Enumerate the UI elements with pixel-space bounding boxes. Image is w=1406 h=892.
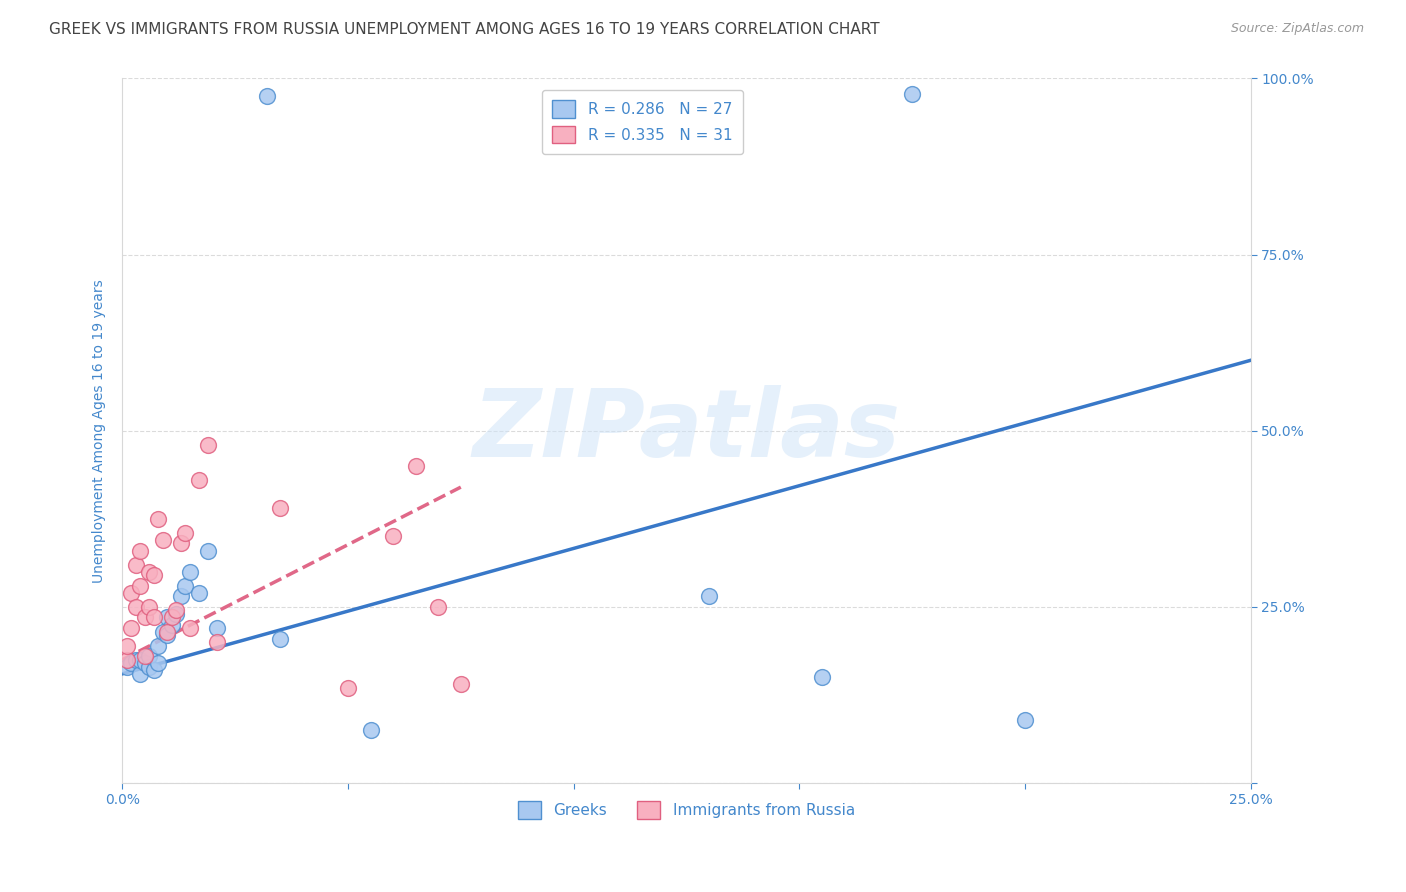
Point xyxy=(160,617,183,632)
Point xyxy=(129,543,152,558)
Point xyxy=(138,565,160,579)
Point xyxy=(174,579,197,593)
Point xyxy=(156,610,179,624)
Point xyxy=(142,663,165,677)
Text: Source: ZipAtlas.com: Source: ZipAtlas.com xyxy=(1230,22,1364,36)
Point xyxy=(138,599,160,614)
Point xyxy=(811,670,834,684)
Point xyxy=(179,621,201,635)
Text: ZIPatlas: ZIPatlas xyxy=(472,384,900,476)
Point xyxy=(166,603,188,617)
Point xyxy=(179,565,201,579)
Point xyxy=(188,473,211,487)
Point xyxy=(120,621,142,635)
Point xyxy=(360,723,382,738)
Point xyxy=(148,512,170,526)
Point xyxy=(336,681,359,695)
Point xyxy=(188,586,211,600)
Y-axis label: Unemployment Among Ages 16 to 19 years: Unemployment Among Ages 16 to 19 years xyxy=(93,279,107,582)
Point xyxy=(125,653,148,667)
Point xyxy=(427,599,450,614)
Point xyxy=(160,610,183,624)
Point xyxy=(129,653,152,667)
Point xyxy=(170,536,193,550)
Point xyxy=(450,677,472,691)
Point xyxy=(148,639,170,653)
Point xyxy=(134,649,156,664)
Point xyxy=(129,579,152,593)
Point xyxy=(125,558,148,572)
Point xyxy=(152,624,174,639)
Point xyxy=(120,586,142,600)
Point xyxy=(152,533,174,547)
Point xyxy=(269,632,291,646)
Point xyxy=(205,635,228,649)
Point xyxy=(134,657,156,671)
Point xyxy=(120,657,142,671)
Point xyxy=(129,666,152,681)
Point xyxy=(138,660,160,674)
Point xyxy=(697,590,720,604)
Point xyxy=(125,599,148,614)
Point xyxy=(115,639,138,653)
Text: GREEK VS IMMIGRANTS FROM RUSSIA UNEMPLOYMENT AMONG AGES 16 TO 19 YEARS CORRELATI: GREEK VS IMMIGRANTS FROM RUSSIA UNEMPLOY… xyxy=(49,22,880,37)
Point xyxy=(115,653,138,667)
Point xyxy=(170,590,193,604)
Point xyxy=(142,568,165,582)
Point xyxy=(197,543,219,558)
Point xyxy=(269,501,291,516)
Point xyxy=(901,87,924,101)
Point xyxy=(1014,713,1036,727)
Point xyxy=(138,649,160,664)
Point xyxy=(174,525,197,540)
Point xyxy=(256,89,278,103)
Legend: Greeks, Immigrants from Russia: Greeks, Immigrants from Russia xyxy=(512,795,860,825)
Point xyxy=(156,628,179,642)
Point xyxy=(166,607,188,621)
Point xyxy=(382,529,405,543)
Point xyxy=(156,624,179,639)
Point xyxy=(134,610,156,624)
Point xyxy=(205,621,228,635)
Point xyxy=(405,458,427,473)
Point xyxy=(148,657,170,671)
Point xyxy=(142,610,165,624)
Point xyxy=(115,660,138,674)
Point xyxy=(197,438,219,452)
